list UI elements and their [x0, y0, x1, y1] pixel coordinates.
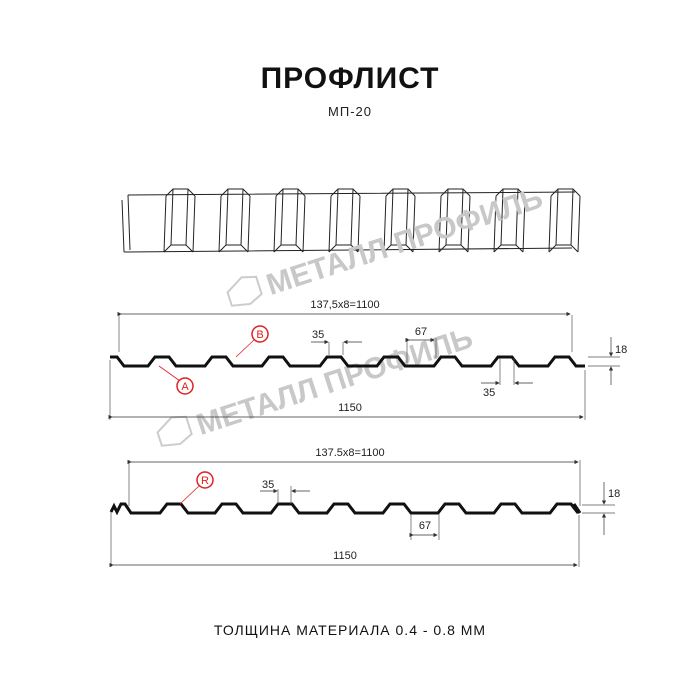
watermark-logo-2: МЕТАЛЛ ПРОФИЛЬ — [156, 321, 477, 447]
sheet-rib — [163, 188, 196, 253]
height-label-r: 18 — [608, 488, 620, 500]
pitch-label-r: 137.5x8=1100 — [315, 447, 384, 459]
svg-text:R: R — [201, 475, 209, 487]
marker-a — [176, 377, 194, 395]
profile-r-line — [109, 502, 582, 516]
trough-label-a: 67 — [415, 326, 427, 338]
page-title: ПРОФЛИСТ — [260, 62, 440, 95]
width-label-r: 1150 — [333, 550, 357, 562]
marker-b — [251, 325, 269, 343]
crest-label-a: 35 — [312, 329, 324, 341]
sheet-rib — [548, 188, 581, 253]
sheet-rib — [383, 188, 416, 253]
profile-a-line — [110, 355, 585, 368]
marker-r — [196, 471, 214, 489]
crest-label-r: 35 — [262, 479, 274, 491]
svg-text:A: A — [181, 381, 189, 393]
profile-r-drawing: 137.5x8=1100 1150 35 67 18 R — [109, 447, 620, 568]
sheet-rib — [273, 188, 306, 253]
svg-text:МЕТАЛЛ ПРОФИЛЬ: МЕТАЛЛ ПРОФИЛЬ — [192, 321, 476, 441]
page-subtitle: МП-20 — [328, 104, 372, 119]
sheet-3d-view — [121, 188, 581, 253]
pitch-label-a: 137,5x8=1100 — [310, 299, 379, 311]
svg-text:B: B — [256, 329, 263, 341]
crest-bottom-label-a: 35 — [483, 387, 495, 399]
sheet-rib — [493, 188, 526, 253]
sheet-edge — [121, 191, 576, 253]
profile-a-drawing: 137,5x8=1100 1150 35 67 35 18 A B — [108, 299, 627, 420]
width-label-a: 1150 — [338, 402, 362, 414]
sheet-rib — [328, 188, 361, 253]
height-label-a: 18 — [615, 344, 627, 356]
trough-label-r: 67 — [419, 520, 431, 532]
sheet-rib — [438, 188, 471, 253]
sheet-rib — [218, 188, 251, 253]
material-thickness-note: ТОЛЩИНА МАТЕРИАЛА 0.4 - 0.8 ММ — [213, 622, 487, 638]
